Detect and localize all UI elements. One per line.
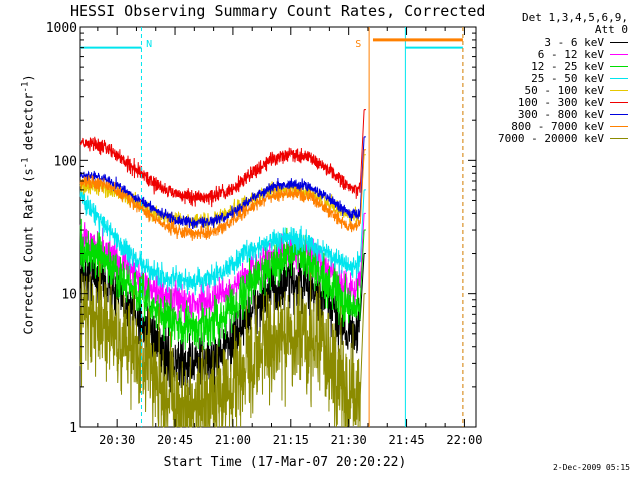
x-axis-label: Start Time (17-Mar-07 20:20:22) <box>163 455 407 470</box>
legend-swatch <box>610 53 628 55</box>
legend-item-6-12-kev: 6 - 12 keV <box>478 47 628 61</box>
legend-item-50-100-kev: 50 - 100 keV <box>478 83 628 97</box>
legend-header-line1: Det 1,3,4,5,6,9, <box>522 11 628 24</box>
x-tick-label: 20:45 <box>157 433 193 447</box>
y-axis-label-sup1: -1 <box>20 157 31 169</box>
legend-header-line2: Att 0 <box>594 23 628 36</box>
chart-title: HESSI Observing Summary Count Rates, Cor… <box>70 2 486 20</box>
legend-swatch <box>610 101 628 103</box>
y-tick-label: 100 <box>54 154 77 169</box>
legend-label: 12 - 25 keV <box>531 59 604 73</box>
legend-item-12-25-kev: 12 - 25 keV <box>478 59 628 73</box>
x-tick-label: 20:30 <box>99 433 135 447</box>
x-tick-label: 21:15 <box>273 433 309 447</box>
legend-label: 3 - 6 keV <box>544 35 604 49</box>
series-7000-20000-kev <box>79 261 366 428</box>
legend-swatch <box>610 89 628 91</box>
legend-label: 300 - 800 keV <box>517 107 604 121</box>
series-300-800-kev <box>79 136 366 230</box>
series-800-7000-kev <box>79 149 366 241</box>
legend-item-100-300-kev: 100 - 300 keV <box>478 95 628 109</box>
legend-label: 6 - 12 keV <box>537 47 604 61</box>
legend-swatch <box>610 41 628 43</box>
legend: Det 1,3,4,5,6,9, Att 0 3 - 6 keV 6 - 12 k… <box>478 11 628 145</box>
legend-item-300-800-kev: 300 - 800 keV <box>478 107 628 121</box>
y-tick-label: 1 <box>69 421 77 436</box>
x-tick-label: 21:45 <box>388 433 424 447</box>
y-axis-label-main: Corrected Count Rate (s <box>21 168 36 335</box>
series-25-50-kev <box>79 187 366 296</box>
legend-swatch <box>610 77 628 79</box>
legend-swatch <box>610 125 628 127</box>
timestamp-footer: 2-Dec-2009 05:15 <box>552 463 630 472</box>
marker-s: S <box>355 39 361 50</box>
y-axis-label-mid: detector <box>21 92 36 158</box>
legend-label: 25 - 50 keV <box>531 71 604 85</box>
x-tick-label: 21:30 <box>331 433 367 447</box>
marker-n: N <box>146 39 152 50</box>
series-3-6-kev <box>79 248 366 395</box>
legend-label: 7000 - 20000 keV <box>498 131 604 145</box>
series-12-25-kev <box>79 218 366 351</box>
x-tick-label: 21:00 <box>215 433 251 447</box>
legend-label: 50 - 100 keV <box>524 83 604 97</box>
series-100-300-kev <box>79 109 366 208</box>
y-axis-label-end: ) <box>21 74 36 82</box>
x-tick-label: 22:00 <box>446 433 482 447</box>
legend-swatch <box>610 137 628 139</box>
y-tick-label: 1000 <box>46 21 77 36</box>
legend-rows: 3 - 6 keV 6 - 12 keV 12 - 25 keV 25 - 50 ke… <box>478 35 628 145</box>
legend-item-7000-20000-kev: 7000 - 20000 keV <box>478 131 628 145</box>
series-group <box>79 109 366 428</box>
y-axis-label-sup2: -1 <box>20 81 31 93</box>
legend-swatch <box>610 65 628 67</box>
legend-label: 800 - 7000 keV <box>511 119 604 133</box>
legend-item-800-7000-kev: 800 - 7000 keV <box>478 119 628 133</box>
y-axis-label: Corrected Count Rate (s-1 detector-1) <box>20 74 36 335</box>
legend-label: 100 - 300 keV <box>517 95 604 109</box>
y-tick-label: 10 <box>61 288 77 303</box>
legend-item-25-50-kev: 25 - 50 keV <box>478 71 628 85</box>
axis-group: 20:30 20:45 21:00 21:15 21:30 21:45 22:00 1 10 10… <box>46 21 483 447</box>
legend-swatch <box>610 113 628 115</box>
legend-item-3-6-kev: 3 - 6 keV <box>478 35 628 49</box>
